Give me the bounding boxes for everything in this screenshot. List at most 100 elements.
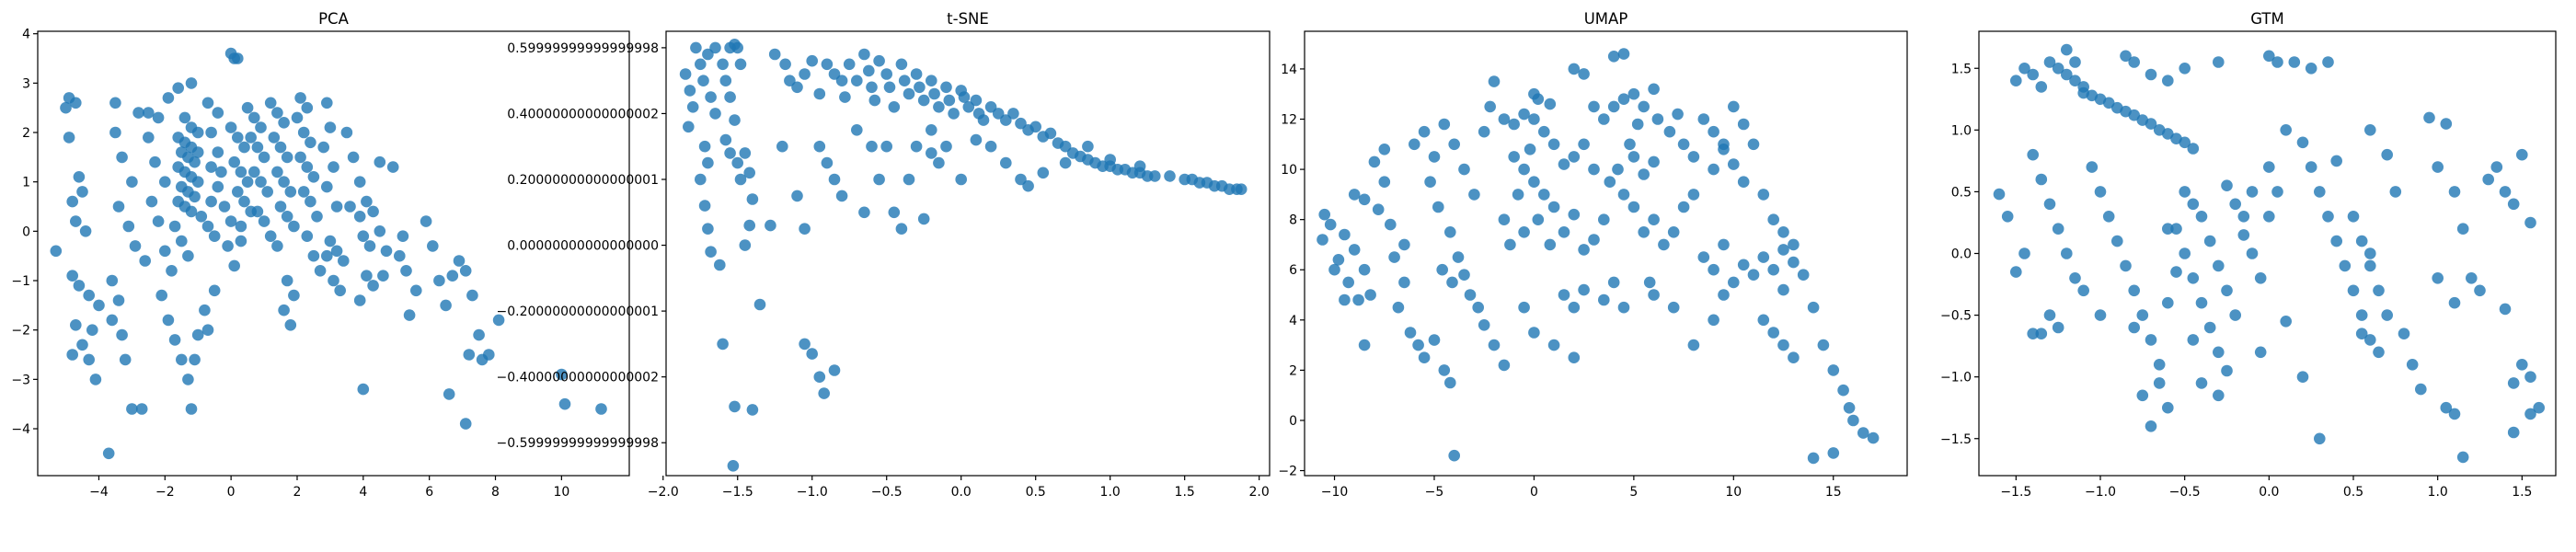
pca-x-tick-label: 0 xyxy=(227,485,236,500)
umap-point xyxy=(1446,276,1458,289)
umap-point xyxy=(1648,289,1660,301)
gtm-x-tick-label: 1.0 xyxy=(2428,485,2448,500)
gtm-point xyxy=(2120,50,2132,63)
umap-point xyxy=(1568,301,1581,314)
pca-point xyxy=(307,249,320,262)
umap-panel: UMAP −10 −5 0 5 10 15 −2 0 2 4 6 8 10 12 14 xyxy=(1278,10,1908,500)
gtm-point xyxy=(2330,235,2342,247)
umap-point xyxy=(1339,228,1351,241)
umap-point xyxy=(1568,151,1581,163)
umap-point xyxy=(1598,213,1610,225)
tsne-y-tick-label: −0.40000000000000002 xyxy=(496,371,659,385)
umap-point xyxy=(1708,125,1719,138)
gtm-point xyxy=(2237,229,2250,241)
umap-point xyxy=(1558,226,1570,238)
tsne-point xyxy=(705,246,717,259)
tsne-point xyxy=(984,140,997,153)
pca-point xyxy=(185,403,198,415)
pca-point xyxy=(83,353,95,366)
tsne-point xyxy=(895,223,908,235)
tsne-point xyxy=(1149,170,1161,182)
gtm-point xyxy=(2043,309,2056,321)
tsne-x-tick-label: −2.0 xyxy=(648,485,679,500)
pca-point xyxy=(473,328,485,341)
pca-point xyxy=(245,132,258,144)
tsne-point xyxy=(1104,154,1116,166)
tsne-point xyxy=(958,91,971,103)
pca-point xyxy=(361,195,373,208)
pca-point xyxy=(317,141,330,154)
pca-point xyxy=(374,155,386,168)
umap-point xyxy=(1777,244,1789,256)
pca-axes-frame xyxy=(37,30,630,477)
tsne-point xyxy=(746,193,759,205)
umap-point xyxy=(1867,431,1880,444)
umap-point xyxy=(1438,364,1451,376)
tsne-point xyxy=(903,87,915,100)
pca-point xyxy=(291,111,304,124)
umap-point xyxy=(1448,449,1460,462)
gtm-y-tick-label: −1.5 xyxy=(1940,432,1972,447)
umap-y-tick-label: 12 xyxy=(1281,113,1297,128)
pca-point xyxy=(281,151,293,164)
umap-point xyxy=(1412,339,1424,351)
gtm-point xyxy=(2347,211,2360,223)
gtm-y-tick-label: −1.0 xyxy=(1940,371,1972,385)
gtm-point xyxy=(2221,179,2233,191)
umap-point xyxy=(1448,138,1460,151)
pca-point xyxy=(397,230,409,242)
gtm-point xyxy=(2061,247,2073,259)
tsne-axes-frame xyxy=(665,30,1271,477)
umap-point xyxy=(1436,263,1448,276)
pca-point xyxy=(89,374,102,385)
pca-point xyxy=(212,107,224,119)
pca-point xyxy=(109,126,121,139)
tsne-point xyxy=(729,114,741,126)
tsne-point xyxy=(868,94,881,107)
pca-point xyxy=(367,280,379,292)
tsne-point xyxy=(813,371,826,384)
umap-point xyxy=(1643,276,1656,289)
gtm-point xyxy=(2246,247,2259,259)
pca-point xyxy=(330,245,343,258)
pca-point xyxy=(116,151,128,164)
gtm-point xyxy=(2179,136,2191,149)
umap-point xyxy=(1342,276,1354,289)
umap-point xyxy=(1607,100,1620,113)
gtm-point xyxy=(2136,309,2149,321)
pca-point xyxy=(324,235,337,247)
gtm-point xyxy=(2305,161,2317,173)
pca-point xyxy=(347,151,360,164)
tsne-point xyxy=(679,68,692,80)
gtm-point xyxy=(2170,266,2182,278)
pca-point xyxy=(215,166,227,178)
pca-point xyxy=(264,230,277,242)
umap-point xyxy=(1528,113,1540,125)
umap-point xyxy=(1604,176,1616,188)
tsne-point xyxy=(926,124,937,136)
umap-point xyxy=(1504,238,1516,251)
pca-point xyxy=(185,205,198,218)
pca-point xyxy=(159,176,171,188)
umap-point xyxy=(1508,151,1520,163)
gtm-point xyxy=(2213,389,2225,402)
pca-point xyxy=(427,240,439,252)
tsne-point xyxy=(714,259,726,271)
tsne-point xyxy=(880,68,892,80)
gtm-x-tick-label: 1.5 xyxy=(2512,485,2532,500)
pca-point xyxy=(483,349,495,361)
gtm-point xyxy=(2330,155,2342,167)
pca-point xyxy=(595,403,607,415)
gtm-point xyxy=(2339,259,2352,272)
gtm-y-tick-label: 0.5 xyxy=(1951,185,1972,200)
gtm-point xyxy=(2162,296,2174,309)
gtm-point xyxy=(2128,56,2140,68)
umap-point xyxy=(1538,125,1550,138)
umap-point xyxy=(1843,402,1856,414)
pca-point xyxy=(228,259,240,272)
umap-point xyxy=(1578,138,1590,151)
umap-point xyxy=(1687,151,1700,163)
pca-point xyxy=(235,235,247,247)
gtm-point xyxy=(2069,75,2081,86)
gtm-point xyxy=(2187,198,2200,211)
